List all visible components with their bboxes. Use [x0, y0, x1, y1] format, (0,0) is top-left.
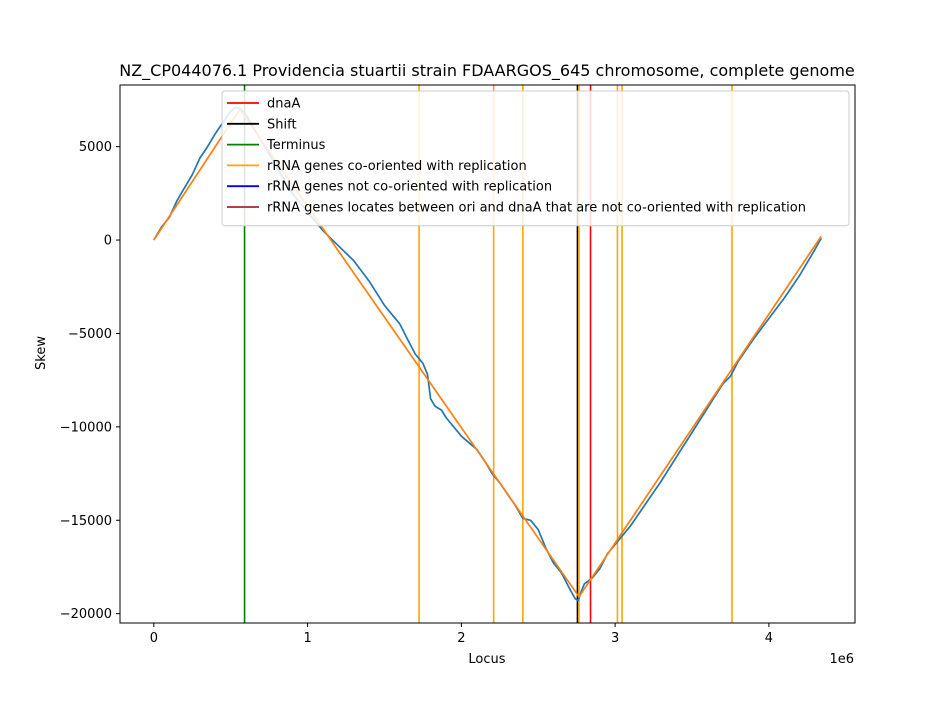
plot-border — [119, 84, 856, 624]
y-axis: 5000 0 −5000 −10000 −15000 −20000 — [60, 140, 120, 622]
x-tick-label: 3 — [611, 631, 619, 646]
chart-title: NZ_CP044076.1 Providencia stuartii strai… — [119, 61, 855, 81]
legend-entry-label: rRNA genes not co-oriented with replicat… — [267, 180, 552, 195]
y-tick-label: 5000 — [79, 140, 112, 155]
legend-entry-label: Shift — [267, 117, 297, 132]
x-tick-label: 1 — [303, 631, 311, 646]
x-tick-label: 0 — [150, 631, 158, 646]
legend-entry-label: Terminus — [266, 138, 326, 153]
y-tick-label: −15000 — [60, 514, 112, 529]
y-tick-label: −20000 — [60, 607, 112, 622]
x-axis: 0 1 2 3 4 — [150, 623, 773, 646]
x-axis-label: Locus — [468, 652, 505, 667]
y-axis-label: Skew — [34, 336, 49, 370]
legend-box — [221, 90, 850, 227]
y-tick-label: −5000 — [68, 327, 112, 342]
legend: dnaA Shift Terminus rRNA genes co-oriented … — [221, 90, 850, 227]
y-tick-label: 0 — [104, 234, 112, 249]
legend-entry-label: rRNA genes locates between ori and dnaA … — [267, 201, 806, 216]
y-tick-label: −10000 — [60, 420, 112, 435]
plot-frame — [119, 84, 856, 624]
x-tick-label: 2 — [457, 631, 465, 646]
x-axis-offset-label: 1e6 — [829, 652, 854, 667]
legend-entry-label: dnaA — [267, 97, 300, 112]
series-line — [153, 108, 822, 598]
legend-entry-label: rRNA genes co-oriented with replication — [267, 159, 527, 174]
x-tick-label: 4 — [765, 631, 773, 646]
